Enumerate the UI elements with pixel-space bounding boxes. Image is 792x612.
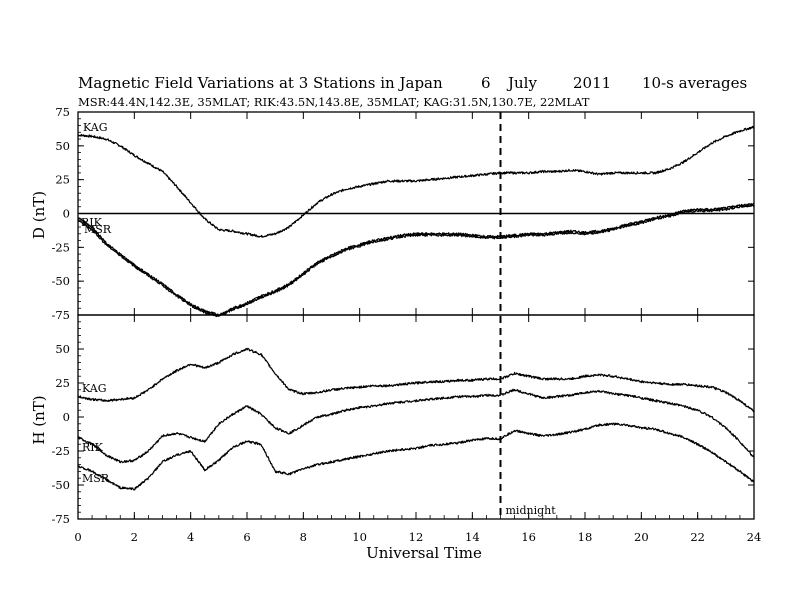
y-tick-label: 0 xyxy=(63,207,70,221)
series-label-rik: RIK xyxy=(82,441,104,454)
chart-title-averaging: 10-s averages xyxy=(642,74,747,92)
panel-frame xyxy=(77,314,755,520)
chart-title: Magnetic Field Variations at 3 Stations … xyxy=(78,74,443,92)
x-tick-label: 22 xyxy=(690,530,705,544)
series-line-kag xyxy=(77,347,755,413)
series-label-kag: KAG xyxy=(82,382,107,395)
x-tick-label: 8 xyxy=(300,530,307,544)
d-axis-label: D (nT) xyxy=(30,191,48,239)
x-tick-label: 16 xyxy=(521,530,536,544)
h-component-panel: 50 25 0 -25 -50 -75 KAG RIK MSR xyxy=(51,314,755,526)
y-tick-label: 0 xyxy=(63,410,70,424)
y-tick-label: 50 xyxy=(55,139,70,153)
y-tick-label: -25 xyxy=(51,444,70,458)
x-tick-label: 12 xyxy=(409,530,424,544)
series-label-msr: MSR xyxy=(82,472,110,485)
x-tick-label: 20 xyxy=(634,530,649,544)
series-label-msr: MSR xyxy=(84,223,112,236)
series-line-rik xyxy=(77,202,755,317)
h-axis-label: H (nT) xyxy=(30,395,48,444)
series-label-kag: KAG xyxy=(83,121,108,134)
series-line-msr xyxy=(77,422,755,491)
y-tick-label: 25 xyxy=(55,173,70,187)
x-tick-label: 6 xyxy=(243,530,250,544)
series-line-msr xyxy=(77,204,755,318)
y-tick-label: -50 xyxy=(51,478,70,492)
series-line-rik xyxy=(77,388,755,464)
x-axis-label: Universal Time xyxy=(366,544,482,562)
y-tick-label: 25 xyxy=(55,376,70,390)
x-axis: 0 2 4 6 8 10 12 14 16 18 20 22 24 xyxy=(74,112,761,544)
series-line-kag xyxy=(77,125,755,238)
y-tick-label: -50 xyxy=(51,274,70,288)
y-tick-label: -75 xyxy=(51,308,70,322)
x-tick-label: 4 xyxy=(187,530,194,544)
x-tick-label: 18 xyxy=(578,530,593,544)
midnight-label: midnight xyxy=(506,504,557,517)
chart-title-month: July xyxy=(506,74,537,92)
x-tick-label: 14 xyxy=(465,530,480,544)
x-tick-label: 10 xyxy=(352,530,367,544)
x-tick-label: 2 xyxy=(131,530,138,544)
x-tick-label: 24 xyxy=(747,530,762,544)
y-tick-label: -75 xyxy=(51,512,70,526)
chart-subtitle: MSR:44.4N,142.3E, 35MLAT; RIK:43.5N,143.… xyxy=(78,95,590,109)
chart-title-year: 2011 xyxy=(573,74,611,92)
y-tick-label: 75 xyxy=(55,105,70,119)
y-tick-label: -25 xyxy=(51,240,70,254)
x-tick-label: 0 xyxy=(74,530,81,544)
chart-title-day: 6 xyxy=(481,74,491,92)
y-tick-label: 50 xyxy=(55,342,70,356)
